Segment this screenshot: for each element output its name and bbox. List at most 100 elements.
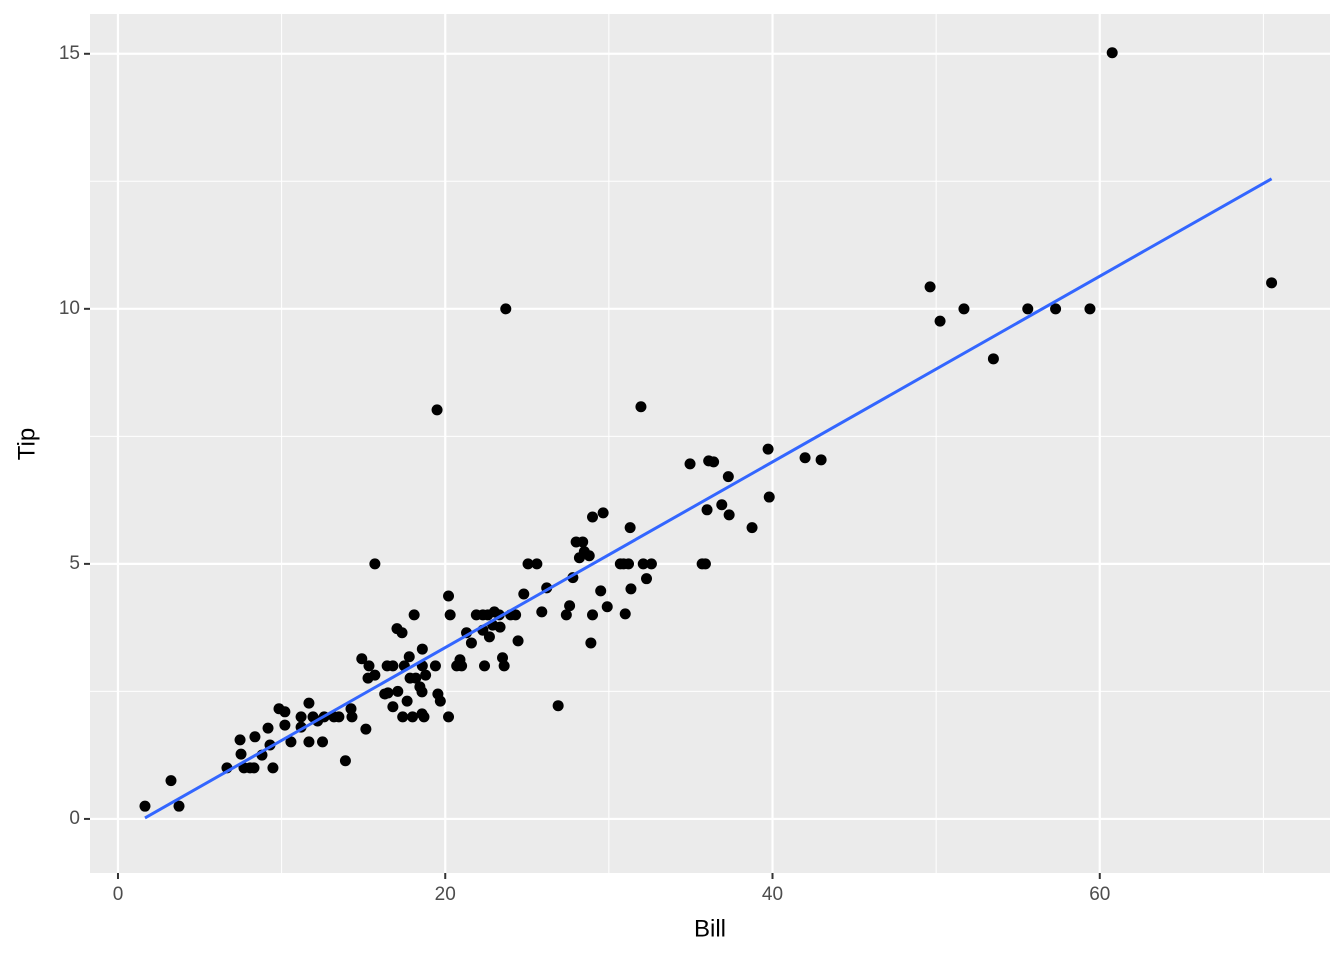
y-tick-label: 5 — [69, 553, 80, 574]
point — [431, 404, 443, 416]
point — [934, 315, 946, 327]
point — [479, 660, 491, 672]
x-tick-label: 0 — [113, 884, 124, 905]
point — [443, 711, 455, 723]
trend-line — [144, 177, 1273, 820]
point — [234, 734, 246, 746]
point — [235, 748, 247, 760]
point — [512, 635, 524, 647]
point — [429, 660, 441, 672]
point — [635, 401, 647, 413]
point — [295, 711, 307, 723]
point — [583, 550, 595, 562]
point — [416, 686, 428, 698]
point — [303, 697, 315, 709]
point — [139, 800, 151, 812]
point — [279, 706, 291, 718]
point — [1050, 303, 1062, 315]
point — [587, 511, 599, 523]
point — [587, 609, 599, 621]
point — [637, 558, 649, 570]
point — [356, 653, 368, 665]
point — [434, 695, 446, 707]
y-tick-label: 10 — [59, 298, 80, 319]
point — [987, 353, 999, 365]
point — [1084, 303, 1096, 315]
point — [407, 711, 419, 723]
point — [595, 585, 607, 597]
point — [173, 800, 185, 812]
point — [285, 736, 297, 748]
point — [699, 558, 711, 570]
point — [410, 672, 422, 684]
point — [708, 456, 720, 468]
point — [392, 685, 404, 697]
point — [443, 590, 455, 602]
point — [408, 609, 420, 621]
point — [799, 452, 811, 464]
point — [577, 536, 589, 548]
point — [624, 522, 636, 534]
point — [165, 775, 177, 787]
y-tick-label: 15 — [59, 43, 80, 64]
point — [396, 627, 408, 639]
point — [500, 303, 512, 315]
point — [815, 454, 827, 466]
point — [401, 695, 413, 707]
point — [1266, 277, 1278, 289]
point — [369, 669, 381, 681]
point — [249, 731, 261, 743]
point — [722, 471, 734, 483]
point — [684, 458, 696, 470]
point — [518, 588, 530, 600]
point — [397, 711, 409, 723]
point — [536, 606, 548, 618]
point — [924, 281, 936, 293]
point — [387, 660, 399, 672]
point — [601, 601, 613, 613]
point — [317, 736, 329, 748]
point — [701, 504, 713, 516]
point — [762, 443, 774, 455]
point — [363, 660, 375, 672]
point — [333, 711, 345, 723]
point — [623, 558, 635, 570]
point — [346, 711, 358, 723]
point — [585, 637, 597, 649]
point — [497, 652, 509, 664]
x-tick-label: 20 — [435, 884, 456, 905]
x-tick-label: 60 — [1089, 884, 1110, 905]
point — [465, 637, 477, 649]
point — [279, 719, 291, 731]
point — [262, 722, 274, 734]
point — [625, 583, 637, 595]
point — [1022, 303, 1034, 315]
point — [360, 723, 372, 735]
point — [746, 522, 758, 534]
point — [645, 558, 657, 570]
point — [456, 660, 468, 672]
point — [420, 669, 432, 681]
point — [416, 643, 428, 655]
x-axis-label: Bill — [694, 915, 726, 942]
point — [522, 558, 534, 570]
point — [531, 558, 543, 570]
point — [1106, 47, 1118, 59]
point — [641, 573, 653, 585]
point — [552, 700, 564, 712]
point — [248, 762, 260, 774]
point — [763, 491, 775, 503]
point — [418, 711, 430, 723]
point — [560, 609, 572, 621]
point — [564, 600, 576, 612]
point — [387, 701, 399, 713]
point — [510, 609, 522, 621]
point — [483, 631, 495, 643]
point — [339, 755, 351, 767]
y-tick-label: 0 — [69, 808, 80, 829]
point — [403, 651, 415, 663]
point — [597, 507, 609, 519]
point — [382, 687, 394, 699]
